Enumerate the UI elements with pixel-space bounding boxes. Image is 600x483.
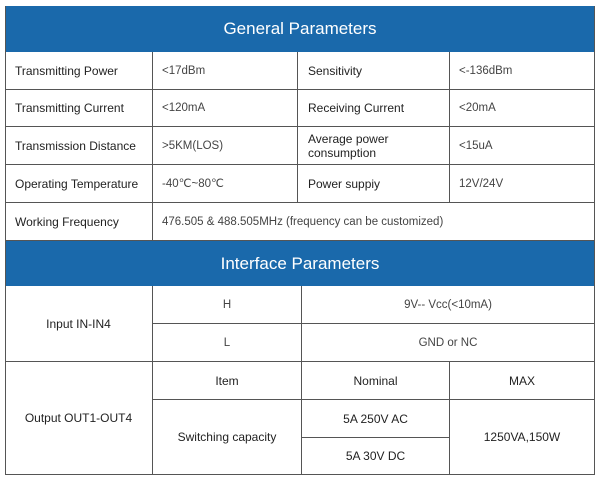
input-label: Input IN-IN4 [5,286,153,362]
input-h-value: 9V-- Vcc(<10mA) [302,286,595,324]
param-value: 12V/24V [450,165,595,203]
switching-capacity: Switching capacity [153,400,302,475]
input-h: H [153,286,302,324]
param-value: <120mA [153,90,298,127]
param-label: Transmitting Current [5,90,153,127]
param-value: -40℃~80℃ [153,165,298,203]
param-value: <17dBm [153,52,298,90]
nominal-dc: 5A 30V DC [302,438,450,475]
frequency-value: 476.505 & 488.505MHz (frequency can be c… [153,203,595,241]
param-label: Receiving Current [298,90,450,127]
col-item: Item [153,362,302,400]
param-label: Transmission Distance [5,127,153,165]
output-label: Output OUT1-OUT4 [5,362,153,475]
param-label: Average power consumption [298,127,450,165]
nominal-ac: 5A 250V AC [302,400,450,438]
frequency-label: Working Frequency [5,203,153,241]
input-l-value: GND or NC [302,324,595,362]
param-value: <15uA [450,127,595,165]
col-max: MAX [450,362,595,400]
param-value: >5KM(LOS) [153,127,298,165]
param-label: Transmitting Power [5,52,153,90]
param-label: Sensitivity [298,52,450,90]
interface-parameters-header: Interface Parameters [5,241,595,286]
param-value: <-136dBm [450,52,595,90]
input-l: L [153,324,302,362]
param-label: Operating Temperature [5,165,153,203]
param-label: Power suppiy [298,165,450,203]
general-parameters-header: General Parameters [5,6,595,52]
param-value: <20mA [450,90,595,127]
max-value: 1250VA,150W [450,400,595,475]
col-nominal: Nominal [302,362,450,400]
